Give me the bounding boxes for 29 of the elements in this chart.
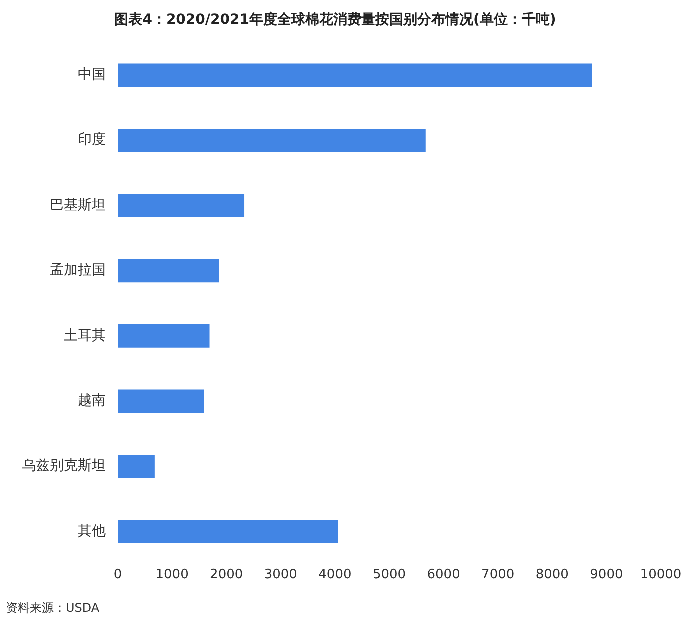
bar	[118, 194, 245, 218]
y-tick-label: 印度	[78, 132, 106, 148]
x-tick-label: 6000	[427, 568, 460, 583]
bar	[118, 128, 426, 152]
y-tick-label: 乌兹别克斯坦	[22, 458, 106, 474]
bar	[118, 520, 338, 544]
bar	[118, 64, 592, 88]
x-tick-label: 7000	[482, 568, 515, 583]
x-tick-label: 0	[114, 568, 122, 583]
x-tick-label: 5000	[372, 568, 406, 583]
y-tick-label: 土耳其	[64, 328, 106, 344]
x-tick-label: 1000	[156, 568, 189, 583]
bar	[118, 324, 210, 348]
x-tick-label: 3000	[264, 568, 298, 583]
text: 资料来源：USDA	[6, 600, 100, 617]
x-tick-label: 4000	[318, 568, 352, 583]
x-tick-label: 2000	[210, 568, 244, 583]
x-tick-label: 8000	[536, 568, 569, 583]
x-tick-label: 9000	[590, 568, 624, 583]
bar	[118, 390, 204, 414]
bar	[118, 454, 155, 478]
y-tick-label: 孟加拉国	[50, 262, 106, 279]
y-tick-label: 越南	[78, 393, 106, 410]
x-tick-label: 10000	[640, 568, 682, 583]
y-tick-label: 其他	[78, 523, 106, 540]
y-tick-label: 中国	[78, 67, 106, 84]
y-tick-label: 巴基斯坦	[50, 197, 106, 214]
chart-title: 图表4：2020/2021年度全球棉花消费量按国别分布情况(单位：千吨)	[114, 11, 556, 28]
bar	[118, 259, 219, 283]
